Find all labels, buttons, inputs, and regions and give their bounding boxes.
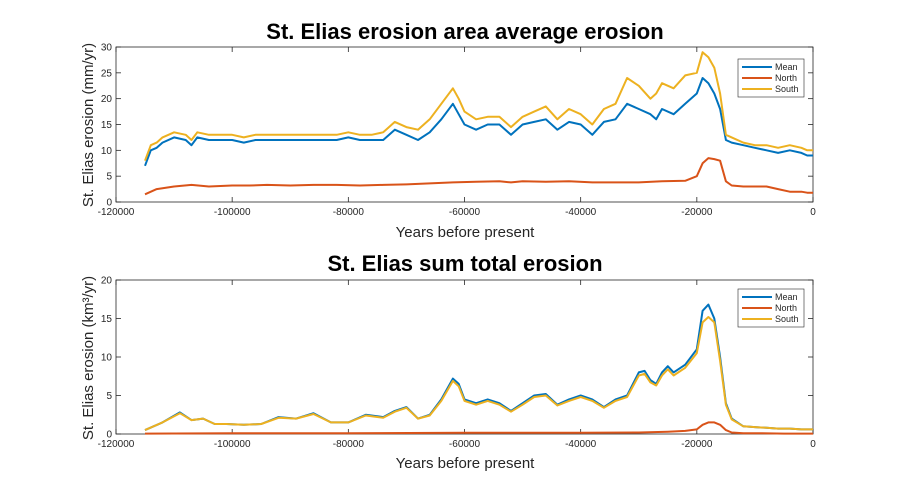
chart-top-ytick-label: 30	[101, 43, 113, 54]
chart-bottom-legend-label-north: North	[775, 303, 797, 313]
chart-top-ytick-label: 20	[101, 94, 113, 105]
chart-bottom-ytick-label: 0	[106, 430, 112, 441]
chart-top-ytick-label: 15	[101, 120, 113, 131]
chart-top-ytick-label: 5	[106, 172, 112, 183]
chart-top-xtick-label: -60000	[449, 207, 481, 218]
chart-bottom-ytick-label: 10	[101, 353, 113, 364]
chart-bottom-axes-box	[115, 279, 814, 435]
chart-top-series-south-line	[144, 51, 813, 162]
chart-bottom-ytick-label: 20	[101, 276, 113, 287]
chart-bottom-xtick-label: -60000	[449, 439, 481, 450]
chart-top-title: St. Elias erosion area average erosion	[266, 19, 663, 44]
chart-bottom-series-north-line	[144, 421, 813, 435]
chart-top-series	[144, 51, 813, 196]
chart-top-legend-label-south: South	[775, 84, 799, 94]
chart-top-xtick-label: -20000	[681, 207, 713, 218]
chart-top-xtick-label: 0	[810, 207, 816, 218]
chart-bottom-xtick-label: -80000	[333, 439, 365, 450]
chart-top-ticks: -120000 -100000 -80000 -60000 -40000 -20000 0 0…	[98, 43, 817, 219]
chart-bottom-legend-label-mean: Mean	[775, 292, 798, 302]
chart-bottom-ticks: -120000 -100000 -80000 -60000 -40000 -20000 0 0…	[98, 276, 817, 451]
chart-top-legend-label-north: North	[775, 73, 797, 83]
chart-bottom-xtick-label: -100000	[214, 439, 251, 450]
chart-bottom-xtick-label: -120000	[98, 439, 135, 450]
chart-top-ytick-label: 0	[106, 198, 112, 209]
chart-top: St. Elias erosion area average erosion Y…	[80, 19, 816, 241]
chart-top-xtick-label: -120000	[98, 207, 135, 218]
chart-bottom-series	[144, 303, 813, 435]
chart-top-ytick-label: 25	[101, 68, 113, 79]
chart-bottom-ytick-label: 5	[106, 391, 112, 402]
chart-top-ylabel: St. Elias erosion (mm/yr)	[80, 43, 97, 207]
chart-top-series-mean-line	[144, 77, 813, 167]
chart-bottom-xtick-label: -20000	[681, 439, 713, 450]
chart-bottom-series-south-line	[144, 316, 813, 432]
chart-top-legend-label-mean: Mean	[775, 62, 798, 72]
chart-bottom-ylabel: St. Elias erosion (km³/yr)	[80, 276, 97, 440]
chart-top-xlabel: Years before present	[396, 224, 536, 241]
chart-bottom-title: St. Elias sum total erosion	[327, 251, 602, 276]
chart-bottom-xlabel: Years before present	[396, 455, 536, 472]
chart-top-xtick-label: -80000	[333, 207, 365, 218]
chart-top-series-north-line	[144, 157, 813, 196]
chart-bottom-ytick-label: 15	[101, 314, 113, 325]
chart-bottom: St. Elias sum total erosion Years before…	[80, 251, 816, 472]
chart-bottom-xtick-label: 0	[810, 439, 816, 450]
chart-bottom-xtick-label: -40000	[565, 439, 597, 450]
chart-top-ytick-label: 10	[101, 146, 113, 157]
chart-top-xtick-label: -100000	[214, 207, 251, 218]
chart-top-xtick-label: -40000	[565, 207, 597, 218]
chart-bottom-legend-label-south: South	[775, 314, 799, 324]
